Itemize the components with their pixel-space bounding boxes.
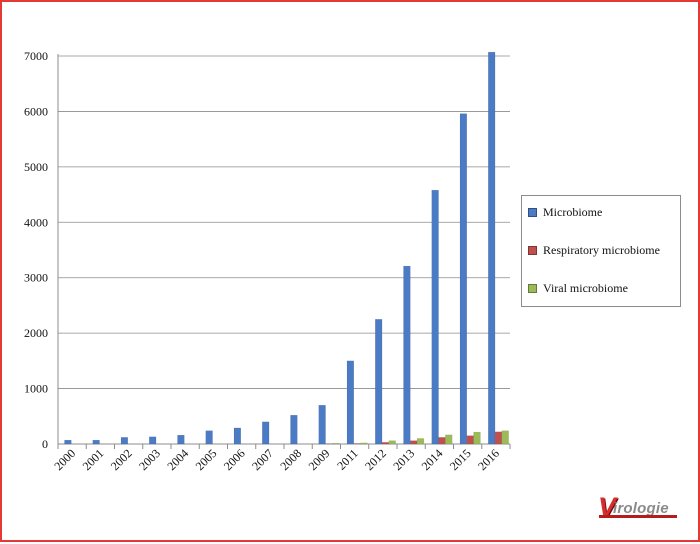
y-tick-label-6000: 6000 [24, 104, 48, 118]
x-tick-label-2012: 2012 [362, 446, 389, 473]
bar-viral-microbiome-2009 [332, 443, 339, 444]
x-tick-label-2011: 2011 [334, 446, 361, 473]
x-tick-label-2003: 2003 [136, 446, 163, 473]
y-tick-label-5000: 5000 [24, 160, 48, 174]
bar-viral-microbiome-2013 [417, 438, 424, 444]
legend-item-respiratory-microbiome: Respiratory microbiome [528, 243, 660, 257]
bar-respiratory-microbiome-2015 [467, 436, 474, 444]
bar-viral-microbiome-2016 [502, 431, 509, 444]
legend-swatch-viral-microbiome [528, 284, 537, 293]
bar-microbiome-2000 [65, 440, 72, 444]
y-tick-label-2000: 2000 [24, 326, 48, 340]
legend-swatch-microbiome [528, 208, 537, 217]
x-tick-label-2016: 2016 [475, 446, 502, 473]
x-tick-label-2008: 2008 [277, 446, 304, 473]
x-tick-label-2009: 2009 [306, 446, 333, 473]
legend-swatch-respiratory-microbiome [528, 246, 537, 255]
x-tick-label-2015: 2015 [447, 446, 474, 473]
bar-microbiome-2013 [404, 266, 411, 444]
y-tick-label-3000: 3000 [24, 271, 48, 285]
bar-respiratory-microbiome-2011 [354, 443, 361, 444]
legend-label-respiratory-microbiome: Respiratory microbiome [543, 243, 660, 258]
logo-underline [599, 515, 677, 518]
bar-microbiome-2008 [291, 415, 298, 444]
bar-viral-microbiome-2014 [445, 435, 452, 444]
bar-microbiome-2004 [178, 435, 185, 444]
bar-microbiome-2016 [488, 52, 495, 444]
bar-viral-microbiome-2015 [474, 432, 481, 444]
y-tick-label-0: 0 [42, 437, 48, 451]
x-tick-label-2001: 2001 [80, 446, 107, 473]
bar-respiratory-microbiome-2013 [410, 441, 417, 444]
y-tick-label-1000: 1000 [24, 382, 48, 396]
bar-microbiome-2012 [375, 319, 382, 444]
chart-legend: Microbiome Respiratory microbiome Viral … [521, 195, 681, 307]
bar-microbiome-2006 [234, 428, 241, 444]
bar-respiratory-microbiome-2014 [439, 437, 446, 444]
x-tick-label-2002: 2002 [108, 446, 135, 473]
bar-microbiome-2001 [93, 440, 100, 444]
bar-microbiome-2011 [347, 361, 354, 444]
bar-viral-microbiome-2011 [361, 443, 368, 444]
bar-microbiome-2014 [432, 190, 439, 444]
legend-label-microbiome: Microbiome [543, 205, 602, 220]
bar-microbiome-2005 [206, 431, 213, 444]
legend-item-microbiome: Microbiome [528, 205, 602, 219]
bar-microbiome-2009 [319, 405, 326, 444]
bar-microbiome-2003 [149, 437, 156, 444]
x-tick-label-2000: 2000 [51, 446, 78, 473]
legend-item-viral-microbiome: Viral microbiome [528, 281, 628, 295]
bar-viral-microbiome-2012 [389, 441, 396, 444]
x-tick-label-2006: 2006 [221, 446, 248, 473]
virologie-logo: V irologie [598, 494, 682, 520]
legend-label-viral-microbiome: Viral microbiome [543, 281, 628, 296]
bar-respiratory-microbiome-2016 [495, 432, 502, 444]
bar-microbiome-2002 [121, 437, 128, 444]
x-tick-label-2013: 2013 [390, 446, 417, 473]
x-tick-label-2007: 2007 [249, 446, 276, 473]
y-tick-label-7000: 7000 [24, 49, 48, 63]
x-tick-label-2014: 2014 [419, 446, 446, 473]
bar-microbiome-2007 [262, 422, 269, 444]
x-tick-label-2004: 2004 [164, 446, 191, 473]
x-tick-label-2005: 2005 [193, 446, 220, 473]
y-tick-label-4000: 4000 [24, 215, 48, 229]
bar-respiratory-microbiome-2012 [382, 442, 389, 444]
bar-microbiome-2015 [460, 114, 467, 444]
